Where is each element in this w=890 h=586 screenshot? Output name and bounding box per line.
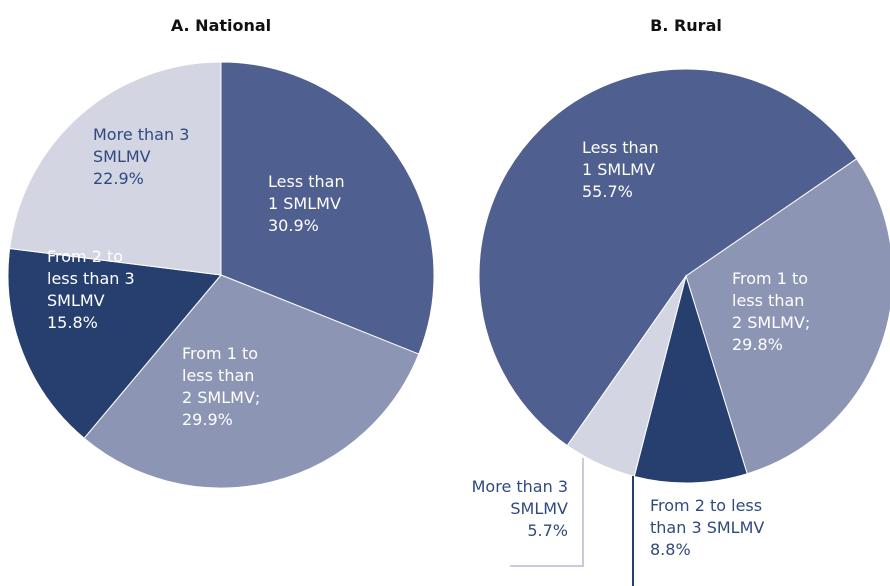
pie-slice xyxy=(478,68,858,447)
slice-label: From 2 to less than 3 SMLMV xyxy=(650,496,764,537)
value-label: 22.9% xyxy=(93,169,144,188)
slice-label: Less than 1 SMLMV xyxy=(268,172,345,213)
value-label: 8.8% xyxy=(650,540,691,559)
value-label: 15.8% xyxy=(47,313,98,332)
slice-label: More than 3 SMLMV xyxy=(93,125,189,166)
value-label: 5.7% xyxy=(527,521,568,540)
chart-title: A. National xyxy=(171,16,271,35)
slice-label: From 2 to less than 3 SMLMV xyxy=(47,247,135,310)
pie-slice xyxy=(220,61,435,355)
value-label: 55.7% xyxy=(582,182,633,201)
slice-label: More than 3 SMLMV xyxy=(472,477,568,518)
pie-slice xyxy=(633,274,748,484)
slice-label: From 1 to less than 2 SMLMV; xyxy=(182,344,260,407)
pie-slice xyxy=(9,61,222,276)
leader-line xyxy=(510,458,584,567)
chart-title: B. Rural xyxy=(650,16,722,35)
value-label: 30.9% xyxy=(268,216,319,235)
slice-label: Less than 1 SMLMV xyxy=(582,138,659,179)
pie-slice xyxy=(566,275,687,478)
pie-slice xyxy=(7,247,222,439)
pie-slice xyxy=(83,274,420,489)
slice-label: From 1 to less than 2 SMLMV; xyxy=(732,269,810,332)
value-label: 29.9% xyxy=(182,410,233,429)
pie-slice xyxy=(685,158,890,475)
value-label: 29.8% xyxy=(732,335,783,354)
